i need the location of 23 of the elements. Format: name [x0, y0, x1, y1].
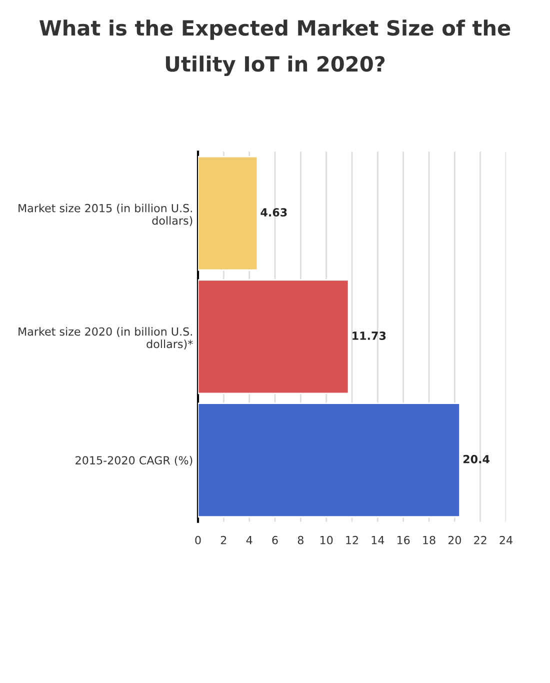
- bar: [198, 156, 258, 271]
- y-tick-label: 2015-2020 CAGR (%): [76, 456, 192, 466]
- x-tick-label: 4: [246, 536, 252, 544]
- x-tick-label: 18: [423, 536, 436, 544]
- x-tick-label: 22: [474, 536, 486, 544]
- x-tick-label: 0: [195, 536, 201, 544]
- x-tick-label: 12: [346, 536, 358, 544]
- x-tick-label: 14: [372, 536, 384, 544]
- data-label: 4.63: [260, 208, 287, 217]
- data-label: 20.4: [463, 454, 490, 464]
- x-tick-label: 20: [448, 536, 461, 544]
- y-tick-label: Market size 2015 (in billion U.S. dollars): [18, 204, 192, 226]
- data-label: 11.73: [352, 332, 386, 340]
- x-tick-label: 10: [320, 536, 333, 544]
- x-tick-label: 6: [272, 536, 278, 544]
- x-tick-label: 8: [298, 536, 304, 544]
- bar: [198, 402, 460, 518]
- bar: [198, 279, 350, 394]
- y-tick-label: Market size 2020 (in billion U.S. dollars)*: [18, 327, 193, 350]
- x-tick-label: 16: [397, 536, 410, 544]
- x-tick-label: 2: [220, 536, 226, 544]
- x-tick-label: 24: [500, 536, 512, 544]
- chart-title: What is the Expected Market Size of the Utility IoT in 2020?: [39, 20, 510, 76]
